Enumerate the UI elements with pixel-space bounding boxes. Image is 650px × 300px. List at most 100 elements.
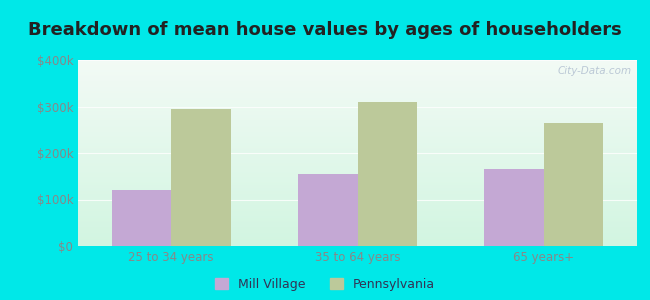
Bar: [78, 97, 637, 98]
Bar: [78, 233, 637, 234]
Bar: [78, 198, 637, 199]
Bar: [78, 119, 637, 120]
Bar: [78, 159, 637, 160]
Bar: [78, 235, 637, 236]
Bar: [78, 69, 637, 70]
Bar: [78, 131, 637, 132]
Bar: [78, 242, 637, 243]
Text: City-Data.com: City-Data.com: [557, 66, 631, 76]
Bar: [78, 70, 637, 71]
Bar: [544, 123, 603, 246]
Bar: [78, 96, 637, 97]
Bar: [78, 187, 637, 188]
Bar: [78, 142, 637, 143]
Bar: [78, 226, 637, 227]
Bar: [78, 141, 637, 142]
Bar: [78, 78, 637, 79]
Bar: [78, 234, 637, 235]
Bar: [78, 87, 637, 88]
Bar: [78, 238, 637, 239]
Bar: [78, 160, 637, 161]
Bar: [78, 162, 637, 163]
Bar: [78, 238, 637, 239]
Bar: [78, 75, 637, 76]
Bar: [78, 134, 637, 135]
Bar: [78, 91, 637, 92]
Bar: [78, 175, 637, 176]
Bar: [78, 204, 637, 205]
Bar: [78, 68, 637, 69]
Bar: [78, 112, 637, 113]
Bar: [78, 212, 637, 214]
Bar: [78, 223, 637, 224]
Bar: [78, 229, 637, 230]
Bar: [78, 199, 637, 200]
Bar: [78, 62, 637, 63]
Bar: [78, 190, 637, 191]
Bar: [78, 72, 637, 73]
Bar: [78, 174, 637, 175]
Bar: [78, 152, 637, 153]
Bar: [78, 227, 637, 228]
Bar: [78, 178, 637, 179]
Bar: [358, 102, 417, 246]
Bar: [78, 98, 637, 99]
Bar: [78, 115, 637, 116]
Bar: [78, 129, 637, 130]
Bar: [78, 118, 637, 119]
Bar: [78, 145, 637, 146]
Bar: [78, 225, 637, 226]
Bar: [112, 190, 171, 246]
Bar: [78, 171, 637, 172]
Bar: [298, 174, 358, 246]
Bar: [78, 64, 637, 66]
Bar: [78, 122, 637, 123]
Bar: [78, 157, 637, 158]
Bar: [78, 153, 637, 154]
Bar: [78, 230, 637, 231]
Bar: [78, 205, 637, 206]
Bar: [78, 168, 637, 169]
Bar: [78, 164, 637, 165]
Bar: [78, 179, 637, 180]
Bar: [78, 232, 637, 233]
Bar: [78, 148, 637, 149]
Bar: [78, 161, 637, 162]
Bar: [78, 192, 637, 193]
Bar: [78, 214, 637, 215]
Bar: [78, 147, 637, 148]
Bar: [78, 156, 637, 157]
Text: Breakdown of mean house values by ages of householders: Breakdown of mean house values by ages o…: [28, 21, 622, 39]
Bar: [78, 216, 637, 217]
Bar: [78, 150, 637, 151]
Bar: [78, 209, 637, 210]
Bar: [78, 138, 637, 139]
Bar: [78, 245, 637, 246]
Bar: [78, 117, 637, 118]
Bar: [78, 126, 637, 127]
Bar: [78, 99, 637, 100]
Bar: [78, 224, 637, 225]
Bar: [78, 107, 637, 108]
Bar: [78, 222, 637, 223]
Bar: [78, 106, 637, 107]
Bar: [78, 206, 637, 207]
Bar: [78, 85, 637, 86]
Bar: [78, 149, 637, 150]
Bar: [78, 173, 637, 174]
Bar: [78, 60, 637, 61]
Bar: [78, 63, 637, 64]
Bar: [78, 240, 637, 241]
Bar: [78, 124, 637, 125]
Bar: [78, 200, 637, 201]
Bar: [78, 101, 637, 102]
Bar: [78, 130, 637, 131]
Bar: [78, 185, 637, 187]
Bar: [78, 71, 637, 72]
Bar: [78, 151, 637, 152]
Bar: [78, 128, 637, 129]
Bar: [78, 182, 637, 183]
Bar: [78, 169, 637, 170]
Bar: [78, 163, 637, 164]
Bar: [78, 166, 637, 167]
